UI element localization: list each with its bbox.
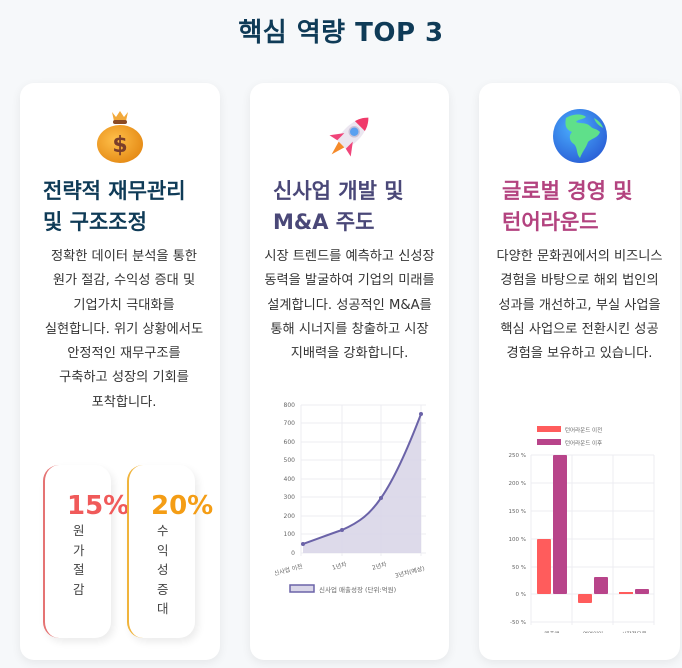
svg-text:신사업 매출성장 (단위:억원): 신사업 매출성장 (단위:억원) xyxy=(319,585,396,594)
svg-text:2년차: 2년차 xyxy=(371,560,388,572)
y-axis-labels: 250 % 200 % 150 % 100 % 50 % 0 % -50 % xyxy=(509,453,526,626)
svg-text:100 %: 100 % xyxy=(509,537,526,543)
card-title-line: 및 구조조정 xyxy=(43,210,147,234)
svg-text:250 %: 250 % xyxy=(509,453,526,459)
svg-text:매출액: 매출액 xyxy=(544,630,559,633)
stat-value: 15% xyxy=(67,491,130,521)
card-title-line: 신사업 개발 및 xyxy=(273,179,404,203)
svg-text:150 %: 150 % xyxy=(509,509,526,515)
stat-card-cost-reduction: 15% 원가절감 xyxy=(43,465,129,638)
rocket-icon xyxy=(250,108,449,164)
competency-card-finance: $ 전략적 재무관리 및 구조조정 정확한 데이터 분석을 통한 원가 절감, … xyxy=(20,83,220,660)
svg-text:200 %: 200 % xyxy=(509,481,526,487)
chart-legend: 신사업 매출성장 (단위:억원) xyxy=(289,584,396,594)
svg-text:$: $ xyxy=(112,133,127,158)
turnaround-chart: 턴어라운드 이전 턴어라운드 이후 250 % 20 xyxy=(499,423,674,633)
stat-label: 수익성증대 xyxy=(157,523,169,616)
revenue-growth-chart: 800 700 600 500 400 300 200 100 0 신사 xyxy=(275,398,435,620)
stat-label: 원가절감 xyxy=(73,523,85,597)
card-description: 정확한 데이터 분석을 통한 원가 절감, 수익성 증대 및 기업가치 극대화를… xyxy=(44,249,204,410)
svg-text:1년차: 1년차 xyxy=(331,560,348,572)
card-title: 글로벌 경영 및 턴어라운드 xyxy=(502,176,670,238)
card-title-line: M&A 주도 xyxy=(273,210,375,234)
competency-card-global: 글로벌 경영 및 턴어라운드 다양한 문화권에서의 비즈니스 경험을 바탕으로 … xyxy=(479,83,680,660)
svg-text:시장점유율: 시장점유율 xyxy=(621,631,646,633)
stat-value: 20% xyxy=(151,491,214,521)
card-description: 다양한 문화권에서의 비즈니스 경험을 바탕으로 해외 법인의 성과를 개선하고… xyxy=(496,249,663,362)
card-title: 전략적 재무관리 및 구조조정 xyxy=(43,176,210,238)
page-title: 핵심 역량 TOP 3 xyxy=(238,18,444,48)
x-axis-labels: 매출액 영업이익 시장점유율 xyxy=(544,630,646,633)
card-title: 신사업 개발 및 M&A 주도 xyxy=(273,176,439,238)
svg-text:신사업 이전: 신사업 이전 xyxy=(275,562,304,577)
svg-text:300: 300 xyxy=(284,494,296,501)
x-axis-labels: 신사업 이전 1년차 2년차 3년차(예상) xyxy=(275,560,426,580)
svg-text:500: 500 xyxy=(284,457,296,464)
stat-card-profit-increase: 20% 수익성증대 xyxy=(127,465,213,638)
svg-text:영업이익: 영업이익 xyxy=(583,630,603,633)
money-bag-icon: $ xyxy=(20,108,220,164)
svg-text:턴어라운드 이전: 턴어라운드 이전 xyxy=(565,426,602,434)
svg-text:-50 %: -50 % xyxy=(510,620,526,626)
card-title-line: 전략적 재무관리 xyxy=(43,179,186,203)
svg-text:0: 0 xyxy=(291,550,295,557)
card-description: 시장 트렌드를 예측하고 신성장 동력을 발굴하여 기업의 미래를 설계합니다.… xyxy=(264,249,435,362)
card-title-line: 글로벌 경영 및 xyxy=(502,179,633,203)
svg-text:50 %: 50 % xyxy=(512,565,526,571)
svg-text:100: 100 xyxy=(284,531,296,538)
svg-text:턴어라운드 이후: 턴어라운드 이후 xyxy=(565,439,602,447)
svg-text:3년차(예상): 3년차(예상) xyxy=(394,564,426,580)
svg-text:700: 700 xyxy=(284,420,296,427)
competency-card-new-business: 신사업 개발 및 M&A 주도 시장 트렌드를 예측하고 신성장 동력을 발굴하… xyxy=(250,83,449,660)
svg-text:800: 800 xyxy=(284,402,296,409)
svg-text:400: 400 xyxy=(284,476,296,483)
svg-text:200: 200 xyxy=(284,513,296,520)
y-axis-labels: 800 700 600 500 400 300 200 100 0 xyxy=(284,402,296,557)
globe-icon xyxy=(479,108,680,164)
chart-legend: 턴어라운드 이전 턴어라운드 이후 xyxy=(537,426,602,447)
svg-text:0 %: 0 % xyxy=(516,592,526,598)
svg-text:600: 600 xyxy=(284,439,296,446)
card-title-line: 턴어라운드 xyxy=(502,210,599,234)
